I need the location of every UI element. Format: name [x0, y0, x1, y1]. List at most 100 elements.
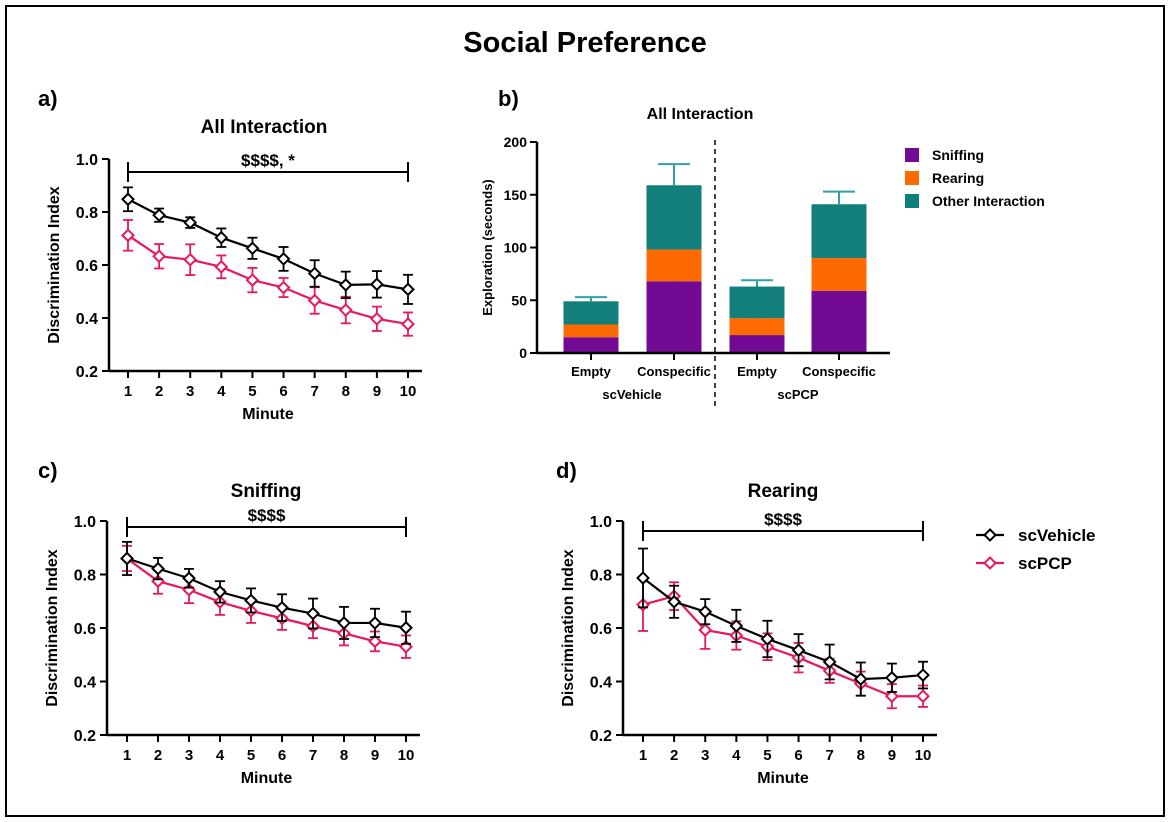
- data-point-scVehicle: [853, 672, 868, 687]
- series-line-scVehicle: [126, 557, 407, 629]
- y-tick-label: 0.6: [76, 258, 98, 275]
- x-tick-label: Conspecific: [637, 364, 711, 379]
- data-point-scVehicle: [338, 277, 353, 292]
- series-line-scPCP: [642, 594, 923, 698]
- data-point-scVehicle: [698, 604, 713, 619]
- data-point-scPCP: [338, 303, 353, 317]
- x-tick-label: 5: [248, 383, 256, 400]
- x-tick-label: 8: [857, 747, 865, 764]
- significance-annotation: $$$$, *: [241, 151, 295, 170]
- data-point-scVehicle: [245, 241, 260, 256]
- data-point-scPCP: [698, 623, 713, 638]
- data-point-scVehicle: [667, 594, 682, 609]
- x-tick-label: 1: [123, 747, 131, 764]
- y-tick-label: 0.6: [74, 621, 96, 638]
- legend-swatch: [905, 148, 919, 162]
- bar-other-interaction: [811, 204, 867, 259]
- y-tick-label: 0.2: [76, 364, 98, 381]
- x-tick-label: 8: [342, 383, 350, 400]
- bar-rearing: [563, 324, 619, 338]
- x-tick-label: 3: [186, 383, 194, 400]
- x-tick-label: 3: [185, 747, 193, 764]
- x-tick-label: Conspecific: [802, 364, 876, 379]
- data-point-scVehicle: [151, 561, 165, 576]
- x-tick-label: 6: [794, 747, 802, 764]
- legend-swatch: [905, 171, 919, 185]
- x-tick-label: 3: [701, 747, 709, 764]
- legend-marker: [983, 556, 997, 570]
- x-tick-label: 9: [373, 383, 381, 400]
- data-point-scPCP: [916, 689, 930, 704]
- y-tick-label: 1.0: [76, 152, 98, 169]
- data-point-scPCP: [152, 249, 167, 264]
- series-line-scPCP: [127, 234, 409, 326]
- y-tick-label: 0.2: [74, 728, 96, 745]
- data-point-scVehicle: [401, 282, 415, 297]
- x-axis-label: Minute: [241, 770, 293, 787]
- x-tick-label: 9: [888, 747, 896, 764]
- y-axis-label: Discrimination Index: [46, 186, 63, 343]
- y-tick-label: 50: [511, 292, 527, 308]
- legend-label: Sniffing: [932, 147, 984, 163]
- x-tick-label: 9: [371, 747, 379, 764]
- significance-annotation: $$$$: [248, 506, 286, 525]
- y-tick-label: 150: [504, 187, 528, 203]
- data-point-scVehicle: [822, 655, 837, 669]
- x-tick-label: 4: [216, 747, 225, 764]
- y-tick-label: 100: [504, 240, 528, 256]
- data-point-scVehicle: [244, 593, 258, 608]
- chart-title: All Interaction: [201, 117, 328, 138]
- y-tick-label: 0.4: [74, 675, 96, 692]
- bar-sniffing: [729, 335, 785, 353]
- data-point-scPCP: [884, 689, 899, 704]
- y-axis-label: Discrimination Index: [560, 549, 577, 706]
- data-point-scVehicle: [636, 571, 650, 585]
- data-point-scVehicle: [729, 618, 744, 633]
- legend-marker: [983, 528, 997, 542]
- bar-rearing: [811, 258, 867, 291]
- data-point-scPCP: [276, 280, 291, 295]
- x-tick-label: 6: [278, 747, 286, 764]
- x-tick-label: 2: [154, 747, 162, 764]
- legend-swatch: [905, 194, 919, 208]
- bar-sniffing: [563, 337, 619, 353]
- x-tick-label: 10: [400, 383, 417, 400]
- data-point-scVehicle: [337, 616, 351, 630]
- bar-rearing: [646, 249, 702, 282]
- x-tick-label: 2: [670, 747, 678, 764]
- data-point-scPCP: [401, 317, 415, 332]
- y-tick-label: 1.0: [74, 514, 96, 531]
- data-point-scVehicle: [121, 192, 135, 207]
- x-tick-label: 1: [639, 747, 647, 764]
- data-point-scVehicle: [183, 215, 198, 230]
- data-point-scVehicle: [760, 632, 775, 646]
- x-tick-label: 1: [124, 383, 132, 400]
- data-point-scVehicle: [916, 668, 930, 682]
- data-point-scPCP: [368, 634, 382, 649]
- legend-label: Rearing: [932, 170, 984, 186]
- group-label: scPCP: [777, 387, 819, 402]
- series-line-scVehicle: [642, 577, 924, 681]
- data-point-scPCP: [214, 259, 229, 274]
- x-tick-label: 10: [398, 747, 415, 764]
- y-tick-label: 0: [519, 345, 527, 361]
- chart-title: Rearing: [748, 481, 819, 502]
- x-axis-label: Minute: [242, 406, 294, 423]
- x-tick-label: 7: [309, 747, 317, 764]
- data-point-scVehicle: [214, 230, 229, 245]
- chart-title: All Interaction: [647, 106, 754, 123]
- y-tick-label: 0.8: [74, 568, 96, 585]
- series-line-scVehicle: [127, 198, 409, 291]
- data-point-scVehicle: [884, 670, 899, 685]
- y-tick-label: 0.8: [76, 205, 98, 222]
- y-tick-label: 200: [504, 134, 528, 150]
- x-tick-label: Empty: [737, 364, 778, 379]
- bar-rearing: [729, 318, 785, 336]
- figure-title: Social Preference: [463, 27, 706, 59]
- y-tick-label: 1.0: [590, 514, 612, 531]
- data-point-scPCP: [307, 293, 322, 308]
- data-point-scPCP: [245, 273, 260, 288]
- figure-border: [5, 5, 1165, 817]
- data-point-scVehicle: [369, 277, 384, 292]
